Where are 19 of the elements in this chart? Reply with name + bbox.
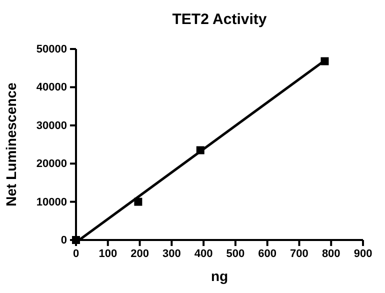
y-axis-title: Net Luminescence — [3, 82, 19, 206]
y-tick-label: 30000 — [36, 120, 67, 132]
y-tick-label: 0 — [60, 234, 67, 247]
x-tick-label: 0 — [72, 248, 80, 260]
x-tick-label: 700 — [290, 248, 308, 260]
x-tick-label: 500 — [226, 248, 245, 260]
x-tick-label: 200 — [130, 248, 149, 260]
x-tick-label: 400 — [194, 248, 213, 260]
x-tick-label: 100 — [98, 248, 118, 260]
x-tick-label: 300 — [162, 248, 181, 260]
x-axis-title: ng — [210, 268, 228, 284]
chart-title: TET2 Activity — [172, 11, 268, 28]
x-tick-label: 900 — [354, 248, 372, 260]
y-tick-label: 50000 — [36, 44, 67, 56]
x-tick-label: 600 — [258, 248, 277, 260]
x-tick-label: 800 — [322, 248, 340, 260]
y-tick-label: 40000 — [36, 82, 67, 94]
y-tick-label: 10000 — [36, 196, 67, 208]
y-tick-label: 20000 — [36, 158, 67, 170]
